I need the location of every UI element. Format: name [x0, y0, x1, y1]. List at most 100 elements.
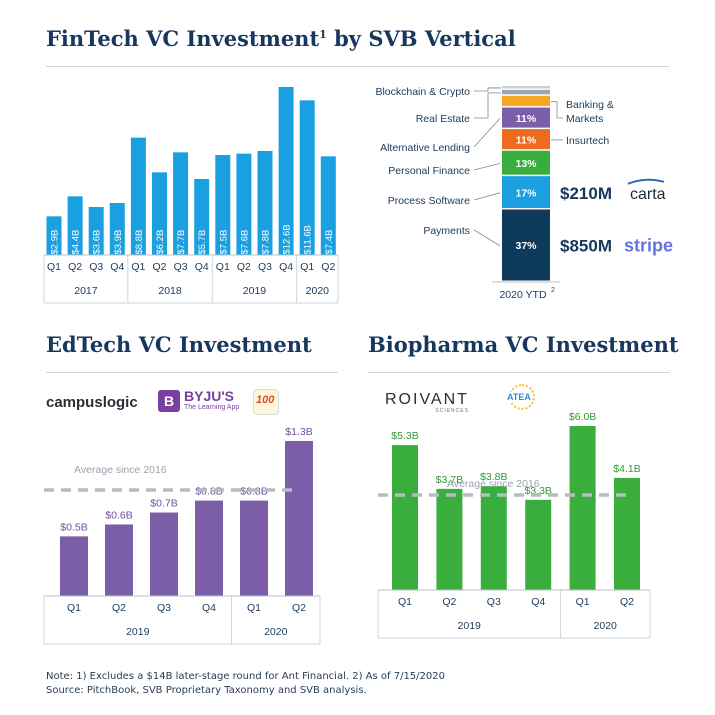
fintech-quarter-label: Q4	[110, 261, 124, 273]
biopharma-bar-label: $6.0B	[569, 411, 596, 423]
fintech-bar-label: $3.9B	[113, 230, 124, 255]
fintech-bar	[194, 179, 210, 255]
source-line: Source: PitchBook, SVB Proprietary Taxon…	[46, 685, 367, 696]
fintech-bar-label: $3.6B	[92, 230, 103, 255]
biopharma-title-text: Biopharma VC Investment	[368, 332, 679, 357]
edtech-bar-label: $0.6B	[105, 509, 132, 521]
fintech-bar	[320, 156, 336, 255]
fintech-bar	[130, 137, 146, 255]
fintech-bar-label: $7.5B	[218, 230, 229, 255]
ytd-segment-label: 37%	[515, 240, 537, 252]
fintech-quarter-label: Q1	[131, 261, 145, 273]
campuslogic-logo: campuslogic	[46, 394, 138, 411]
biopharma-quarter-label: Q2	[620, 596, 634, 608]
ytd-leader-line	[473, 192, 501, 201]
edtech-quarter-label: Q4	[202, 602, 216, 614]
fintech-year-label: 2019	[243, 285, 267, 297]
fintech-quarter-label: Q3	[258, 261, 272, 273]
fintech-bar-label: $12.6B	[282, 224, 293, 254]
edtech-title: EdTech VC Investment	[46, 332, 312, 357]
edtech-year-label: 2020	[264, 626, 288, 638]
fintech-year-label: 2017	[74, 285, 98, 297]
ytd-leader-line	[474, 87, 501, 92]
biopharma-quarter-label: Q1	[576, 596, 590, 608]
ytd-segment	[502, 95, 550, 107]
ytd-category-label: Blockchain & Crypto	[375, 86, 470, 98]
fintech-bar	[109, 203, 125, 255]
toppr-logo-text: 100	[256, 394, 275, 406]
fintech-quarter-label: Q2	[237, 261, 251, 273]
biopharma-bar-label: $4.1B	[613, 463, 640, 475]
fintech-quarter-label: Q4	[279, 261, 293, 273]
ytd-segment-label: 17%	[515, 187, 537, 199]
edtech-bar	[240, 500, 268, 596]
biopharma-quarter-label: Q4	[531, 596, 545, 608]
fintech-title-suffix: by SVB Vertical	[326, 26, 516, 51]
fintech-bar	[257, 151, 273, 255]
biopharma-bar	[392, 445, 418, 590]
roivant-logo: ROIVANT SCIENCES	[385, 391, 469, 414]
biopharma-year-label: 2020	[594, 620, 618, 632]
ytd-segment	[502, 89, 550, 95]
edtech-bar-label: $0.5B	[60, 521, 87, 533]
atea-logo-text: ATEA	[507, 392, 531, 402]
fintech-bar-label: $4.4B	[71, 230, 82, 255]
ytd-segment-label: 13%	[515, 158, 537, 170]
fintech-quarter-label: Q2	[68, 261, 82, 273]
biopharma-bar	[480, 486, 507, 590]
ytd-segment	[502, 107, 550, 128]
fintech-bar-label: $8.8B	[134, 230, 145, 255]
ytd-leader-line	[474, 92, 501, 119]
fintech-bar-label: $7.4B	[324, 230, 335, 255]
toppr-logo: 100	[253, 389, 279, 415]
carta-swoosh-icon	[627, 178, 665, 185]
roivant-logo-subtext: SCIENCES	[435, 408, 469, 414]
ytd-category-label: Process Software	[388, 195, 470, 207]
ytd-category-footnote: 2	[551, 287, 555, 294]
atea-logo: ATEA	[500, 384, 540, 414]
ytd-category-label-cont: Markets	[566, 113, 603, 125]
ytd-segment-label: 11%	[516, 113, 537, 125]
ytd-segment	[502, 209, 550, 281]
fintech-quarter-label: Q2	[152, 261, 166, 273]
fintech-bar	[67, 196, 83, 255]
ytd-leader-line	[473, 163, 501, 171]
edtech-bar	[285, 441, 313, 596]
fintech-title: FinTech VC Investment1 by SVB Vertical	[46, 26, 516, 51]
ytd-segment	[502, 129, 550, 150]
edtech-quarter-label: Q3	[157, 602, 171, 614]
biopharma-quarter-label: Q2	[442, 596, 456, 608]
ytd-leader-line	[473, 118, 501, 148]
biopharma-year-label: 2019	[458, 620, 482, 632]
fintech-bar	[46, 216, 62, 255]
edtech-bar	[60, 536, 88, 596]
edtech-quarter-label: Q1	[67, 602, 81, 614]
edtech-title-text: EdTech VC Investment	[46, 332, 312, 357]
edtech-bar	[150, 512, 178, 596]
campuslogic-logo-text: campuslogic	[46, 394, 138, 411]
fintech-bar	[88, 207, 104, 255]
ytd-category-label: Banking &	[566, 99, 614, 111]
fintech-year-label: 2018	[158, 285, 182, 297]
ytd-segment	[502, 176, 550, 208]
fintech-quarter-label: Q4	[195, 261, 209, 273]
footnote-line-1: Note: 1) Excludes a $14B later-stage rou…	[46, 671, 445, 682]
edtech-quarter-label: Q1	[247, 602, 261, 614]
ytd-segment	[502, 86, 550, 89]
fintech-bar-label: $7.7B	[176, 230, 187, 255]
ytd-category-label: Insurtech	[566, 135, 609, 147]
fintech-bar-label: $7.6B	[239, 230, 250, 255]
byjus-logo-text: BYJU'S	[184, 388, 235, 404]
callout-amount: $850M	[560, 237, 612, 256]
fintech-quarter-label: Q2	[321, 261, 335, 273]
biopharma-bar	[525, 499, 552, 590]
fintech-bar	[173, 152, 189, 255]
edtech-rule	[46, 372, 338, 373]
edtech-bar	[105, 524, 133, 596]
edtech-bar-label: $1.3B	[285, 426, 312, 438]
fintech-bar-label: $6.2B	[155, 230, 166, 255]
fintech-title-main: FinTech VC Investment	[46, 26, 320, 51]
edtech-quarter-label: Q2	[112, 602, 126, 614]
fintech-quarter-label: Q1	[47, 261, 61, 273]
